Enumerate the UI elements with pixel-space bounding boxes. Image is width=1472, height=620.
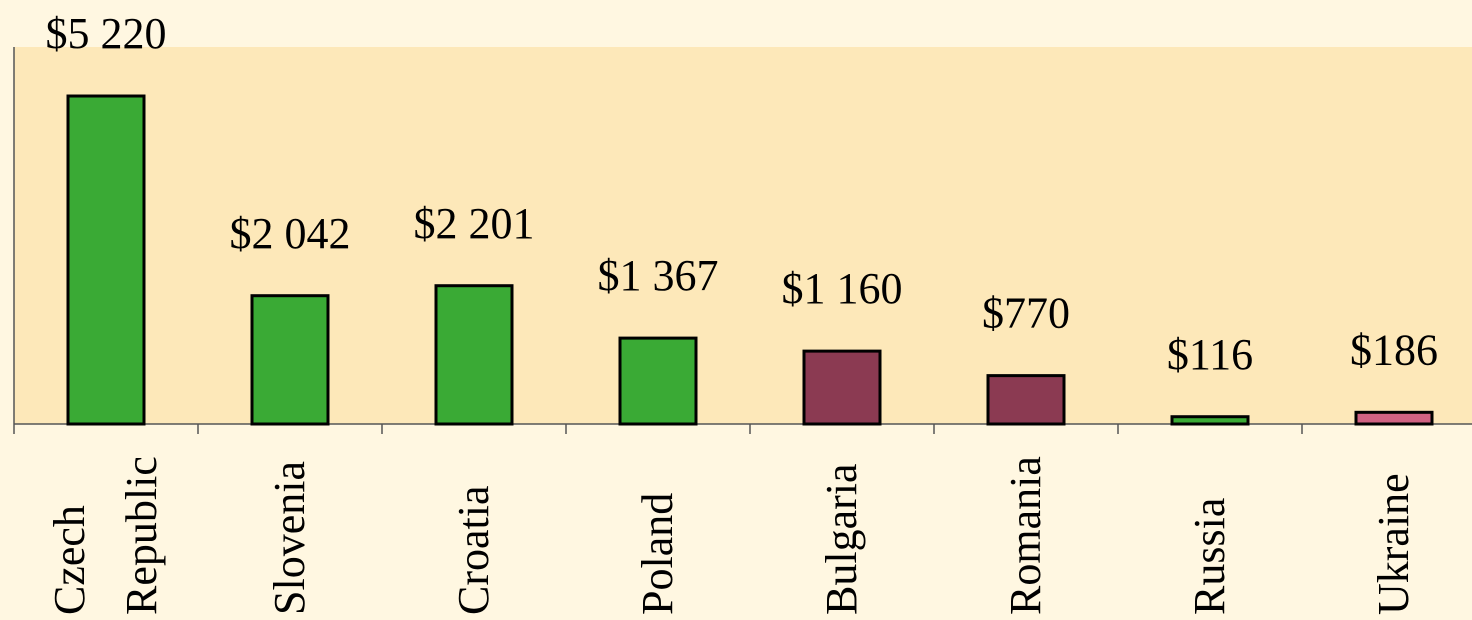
x-tick-label: Croatia [449,485,498,615]
value-label: $2 042 [230,209,351,258]
value-label: $1 367 [598,251,719,300]
value-label: $1 160 [782,264,903,313]
bar [1354,410,1434,426]
value-label: $5 220 [46,9,167,58]
x-tick-label: Russia [1185,497,1234,615]
bar [802,349,882,426]
bar [618,336,698,426]
bar [66,94,146,426]
x-tick-label: Slovenia [265,461,314,615]
x-tick-label: Bulgaria [817,463,866,615]
bar [986,374,1066,426]
x-tick-label: Czech Republic [45,456,166,615]
value-label: $116 [1167,330,1253,379]
x-tick-label: Poland [633,492,682,615]
x-tick-label: Ukraine [1369,473,1418,615]
value-label: $770 [982,289,1070,338]
value-label: $2 201 [414,199,535,248]
value-label: $186 [1350,325,1438,374]
bar [250,294,330,426]
x-tick-label: Romania [1001,456,1050,615]
bar [434,284,514,426]
bar [1170,415,1250,426]
